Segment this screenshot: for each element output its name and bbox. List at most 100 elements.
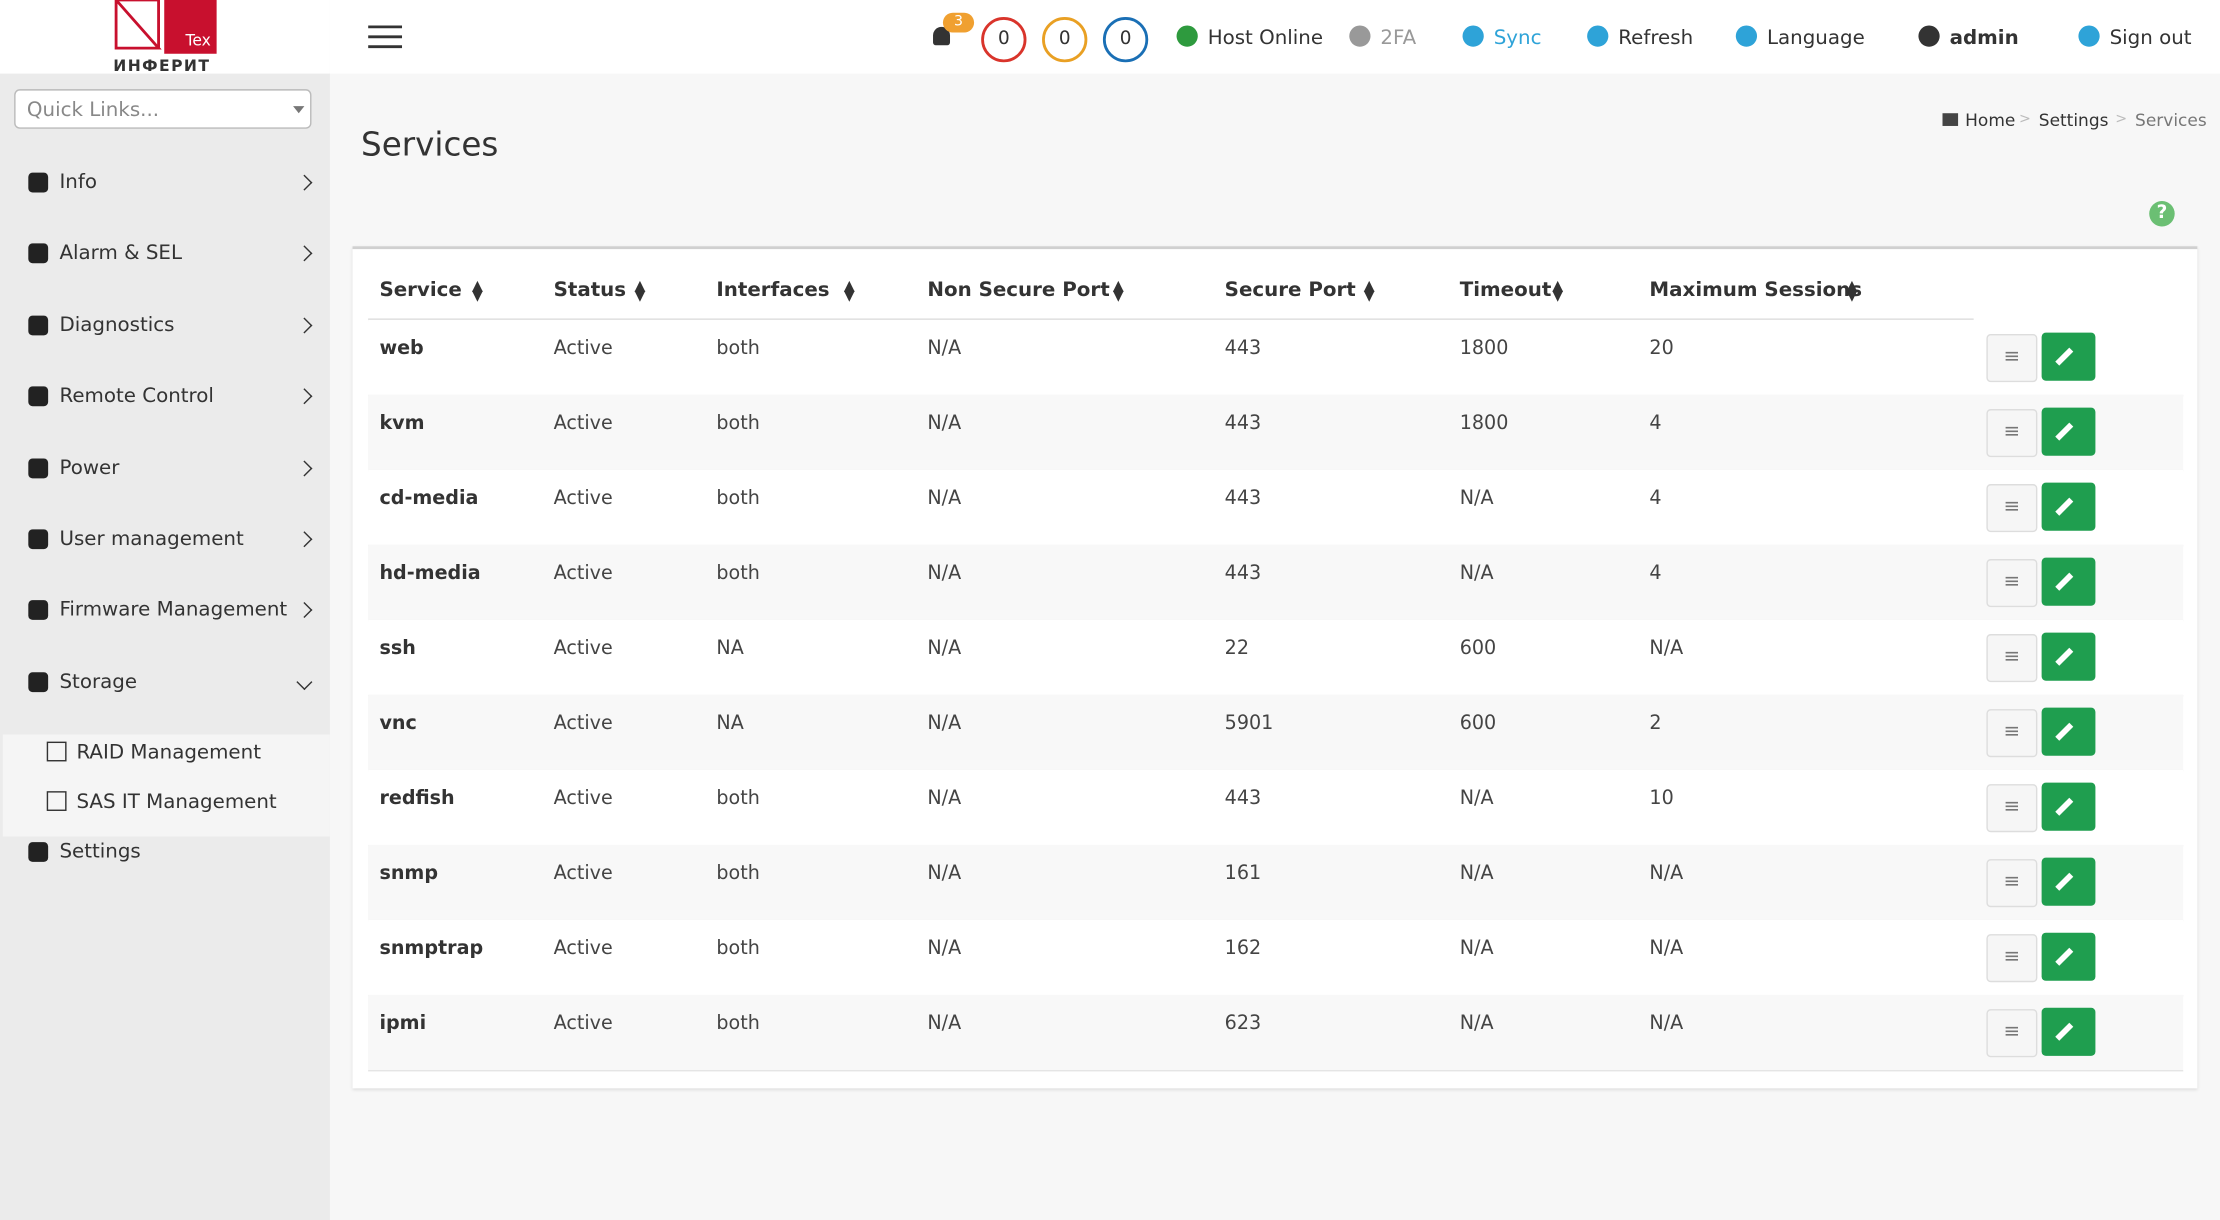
cell: N/A	[1459, 561, 1494, 585]
edit-button[interactable]	[2041, 782, 2096, 831]
edit-button[interactable]	[2041, 932, 2096, 981]
cell: N/A	[1649, 861, 1684, 885]
cell: 4	[1649, 411, 1662, 435]
counter[interactable]: 0	[1102, 16, 1149, 63]
cell: N/A	[1459, 861, 1494, 885]
details-button[interactable]: ≡	[1986, 1009, 2038, 1058]
cell: Active	[553, 786, 613, 810]
sort-icon: ▲ ▼	[472, 278, 483, 305]
user-icon	[1918, 25, 1940, 47]
cell: Active	[553, 636, 613, 660]
host-status[interactable]: Host Online	[1207, 26, 1324, 50]
cell: 162	[1224, 936, 1262, 960]
cell: N/A	[927, 636, 962, 660]
nav-sub-icon	[46, 791, 67, 812]
nav-item[interactable]: Power	[59, 456, 120, 480]
breadcrumb-item: Services	[2135, 110, 2207, 131]
cell: N/A	[1459, 486, 1494, 510]
row	[368, 394, 2184, 472]
column-header[interactable]: Service	[379, 278, 462, 302]
cell: N/A	[927, 711, 962, 735]
menu-toggle[interactable]	[368, 24, 403, 49]
quick-links[interactable]: Quick Links...	[14, 89, 312, 129]
nav-item[interactable]: Storage	[59, 670, 138, 694]
host-status-icon	[1176, 25, 1198, 47]
cell: web	[379, 336, 424, 360]
help-icon[interactable]: ?	[2149, 200, 2175, 227]
details-button[interactable]: ≡	[1986, 784, 2038, 833]
user[interactable]: admin	[1949, 26, 2019, 50]
cell: both	[716, 786, 760, 810]
cell: 4	[1649, 486, 1662, 510]
edit-button[interactable]	[2041, 482, 2096, 531]
row	[368, 319, 2184, 397]
column-header[interactable]: Non Secure Port	[927, 278, 1110, 302]
logo-mark	[114, 0, 217, 54]
sync[interactable]: Sync	[1493, 26, 1542, 50]
sidebar	[0, 0, 330, 1220]
column-header[interactable]: Timeout	[1459, 278, 1552, 302]
cell: Active	[553, 711, 613, 735]
column-header[interactable]: Secure Port	[1224, 278, 1356, 302]
edit-button[interactable]	[2041, 1007, 2096, 1056]
row	[368, 844, 2184, 922]
counter[interactable]: 0	[981, 16, 1027, 63]
logo: Tex ИНФЕРИТ	[0, 0, 330, 75]
nav-item[interactable]: Remote Control	[59, 385, 214, 408]
nav-item[interactable]: Firmware Management	[59, 599, 288, 622]
nav-item[interactable]: Alarm & SEL	[59, 242, 182, 266]
cell: 443	[1224, 336, 1262, 360]
nav-sub-icon	[46, 741, 67, 762]
cell: both	[716, 336, 760, 360]
details-button[interactable]: ≡	[1986, 859, 2038, 908]
nav-icon	[28, 457, 49, 478]
nav-item[interactable]: Diagnostics	[59, 313, 175, 337]
bell-icon	[933, 26, 951, 46]
refresh[interactable]: Refresh	[1618, 26, 1694, 50]
cell: N/A	[927, 411, 962, 435]
edit-button[interactable]	[2041, 632, 2096, 681]
breadcrumb-item[interactable]: Home	[1965, 110, 2016, 131]
breadcrumb-item[interactable]: Settings	[2038, 110, 2109, 131]
cell: 443	[1224, 786, 1262, 810]
counter[interactable]: 0	[1042, 16, 1088, 63]
edit-button[interactable]	[2041, 707, 2096, 756]
edit-icon	[2055, 797, 2074, 816]
nav-subitem[interactable]: SAS IT Management	[76, 791, 277, 815]
details-button[interactable]: ≡	[1986, 709, 2038, 758]
breadcrumb-sep: >	[2115, 111, 2128, 128]
cell: Active	[553, 936, 613, 960]
refresh-icon	[1587, 25, 1609, 47]
details-button[interactable]: ≡	[1986, 334, 2038, 383]
details-button[interactable]: ≡	[1986, 934, 2038, 983]
details-button[interactable]: ≡	[1986, 634, 2038, 683]
cell: N/A	[1649, 636, 1684, 660]
language[interactable]: Language	[1766, 26, 1865, 50]
edit-icon	[2055, 572, 2074, 591]
edit-button[interactable]	[2041, 857, 2096, 906]
column-header[interactable]: Maximum Sessions	[1649, 278, 1863, 302]
edit-button[interactable]	[2041, 332, 2096, 381]
sign-out[interactable]: Sign out	[2109, 26, 2192, 50]
edit-button[interactable]	[2041, 557, 2096, 606]
details-button[interactable]: ≡	[1986, 409, 2038, 458]
details-button[interactable]: ≡	[1986, 559, 2038, 608]
cell: Active	[553, 561, 613, 585]
two-fa[interactable]: 2FA	[1380, 26, 1417, 50]
edit-icon	[2055, 872, 2074, 891]
cell: NA	[716, 636, 744, 660]
cell: ipmi	[379, 1011, 427, 1035]
nav-item[interactable]: Settings	[59, 840, 141, 864]
nav-subitem[interactable]: RAID Management	[76, 741, 261, 765]
column-header[interactable]: Status	[553, 278, 627, 302]
home-icon	[1942, 113, 1959, 126]
edit-button[interactable]	[2041, 407, 2096, 456]
cell: N/A	[927, 861, 962, 885]
nav-item[interactable]: User management	[59, 527, 244, 551]
details-button[interactable]: ≡	[1986, 484, 2038, 533]
column-header[interactable]: Interfaces	[716, 278, 830, 302]
sort-icon: ▲ ▼	[1112, 278, 1124, 305]
nav-item[interactable]: Info	[59, 171, 97, 194]
bell-badge: 3	[942, 12, 975, 33]
cell: N/A	[927, 336, 962, 360]
